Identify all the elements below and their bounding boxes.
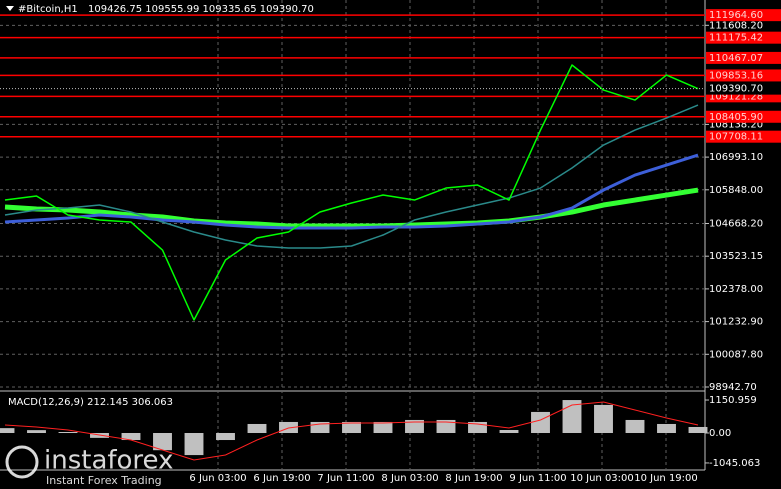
macd-bar	[657, 423, 676, 434]
y-tick-label: 101232.90	[709, 317, 763, 328]
menu-arrow	[6, 6, 14, 11]
watermark-slogan: Instant Forex Trading	[46, 474, 162, 487]
macd-bar	[58, 432, 78, 434]
y-tick-label: 104668.20	[709, 218, 763, 229]
level-label: 111175.42	[709, 33, 763, 44]
x-tick-label: 9 Jun 11:00	[509, 473, 566, 484]
level-label: 109853.16	[709, 70, 763, 81]
level-label-box	[706, 110, 781, 123]
level-label-box	[706, 130, 781, 143]
symbol-title: #Bitcoin,H1	[18, 4, 78, 15]
macd-title: MACD(12,26,9) 212.145 306.063	[8, 397, 173, 408]
level-label: 108405.90	[709, 112, 763, 123]
level-label-box	[706, 31, 781, 44]
macd-y-tick-label: -1045.063	[709, 458, 760, 469]
macd-bar	[0, 428, 15, 434]
y-tick-label: 106993.10	[709, 152, 763, 163]
x-tick-label: 6 Jun 03:00	[189, 473, 246, 484]
level-label-box	[706, 51, 781, 64]
x-tick-label: 8 Jun 19:00	[445, 473, 502, 484]
level-label: 107708.11	[709, 132, 763, 143]
level-label: 111964.60	[709, 10, 763, 21]
x-tick-label: 10 Jun 03:00	[570, 473, 634, 484]
x-tick-label: 10 Jun 19:00	[634, 473, 698, 484]
macd-bar	[436, 419, 456, 434]
y-tick-label: 111608.20	[709, 20, 763, 31]
macd-bar	[531, 411, 550, 434]
macd-bar	[499, 429, 519, 434]
y-tick-label: 103523.15	[709, 251, 763, 262]
macd-bar	[688, 426, 708, 434]
macd-bar	[184, 433, 204, 456]
y-tick-label: 105848.00	[709, 185, 763, 196]
price-line	[4, 64, 699, 321]
watermark: instaforex Instant Forex Trading	[5, 445, 173, 487]
macd-bar	[153, 433, 172, 451]
x-tick-label: 6 Jun 19:00	[253, 473, 310, 484]
macd-y-tick-label: 1150.959	[709, 395, 757, 406]
watermark-logo	[5, 445, 39, 479]
plot	[0, 14, 708, 461]
grid	[0, 0, 705, 470]
y-tick-label: 108138.20	[709, 119, 763, 130]
y-tick-label: 98942.70	[709, 382, 757, 393]
price-line	[4, 153, 699, 230]
last-price-label: 109390.70	[709, 84, 763, 95]
last-price-box	[706, 82, 781, 95]
macd-bar	[594, 404, 613, 434]
ohlc-text: 109426.75 109555.99 109335.65 109390.70	[88, 4, 314, 15]
price-line	[4, 187, 699, 229]
level-label-box	[706, 69, 781, 82]
macd-bar	[625, 419, 645, 434]
macd-bar	[562, 400, 582, 434]
x-tick-label: 8 Jun 03:00	[381, 473, 438, 484]
price-line	[4, 104, 699, 249]
macd-bar	[121, 433, 141, 441]
level-label: 109121.28	[709, 91, 763, 102]
macd-bar	[216, 433, 235, 441]
macd-bar	[373, 421, 393, 434]
macd-y-tick-label: 0.00	[709, 428, 731, 439]
y-tick-label: 102378.00	[709, 284, 763, 295]
y-tick-label: 100087.80	[709, 349, 763, 360]
macd-bar	[27, 430, 46, 434]
macd-bar	[247, 423, 267, 434]
x-tick-label: 7 Jun 11:00	[317, 473, 374, 484]
macd-signal	[4, 401, 699, 461]
macd-bar	[468, 421, 487, 434]
level-label-box	[706, 9, 781, 22]
macd-bar	[405, 419, 424, 434]
macd-bar	[310, 421, 330, 434]
level-label: 110467.07	[709, 53, 763, 64]
macd-bar	[342, 421, 361, 434]
watermark-name: instaforex	[44, 446, 173, 476]
